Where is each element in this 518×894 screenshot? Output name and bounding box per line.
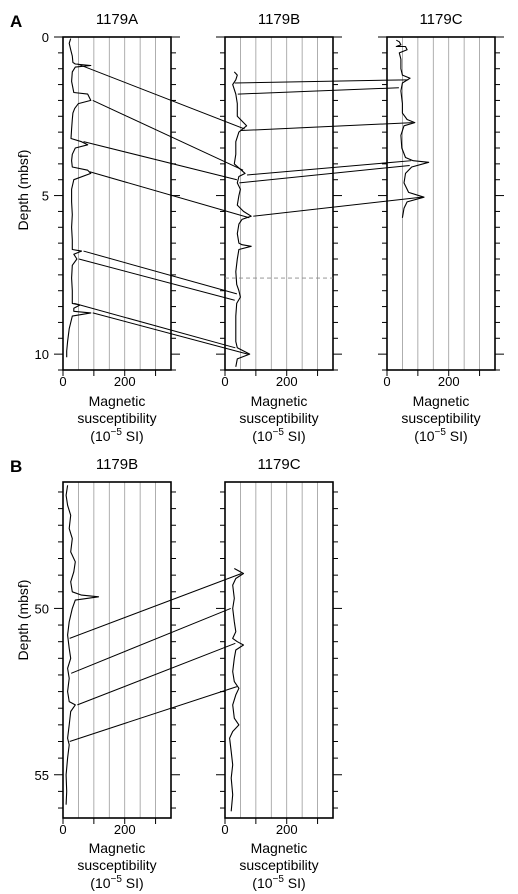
hole-title: 1179B: [258, 11, 300, 28]
tie-line: [77, 642, 236, 706]
y-tick-label: 10: [35, 347, 49, 362]
y-axis-label-b: Depth (mbsf): [15, 580, 31, 661]
tie-line: [78, 258, 235, 301]
tie-line: [70, 607, 231, 674]
tie-line: [240, 122, 413, 132]
unit-rest: SI): [122, 875, 144, 891]
unit-exponent: −5: [273, 874, 285, 885]
x-tick-label: 200: [276, 822, 298, 837]
panel-a: A Depth (mbsf) 0 2001179AMagneticsuscepti…: [10, 11, 504, 444]
unit-rest: SI): [122, 428, 144, 444]
tie-line: [83, 250, 238, 295]
x-axis-label-unit: (10−5 SI): [252, 874, 305, 891]
panel-label-b: B: [10, 457, 22, 476]
x-tick-label: 200: [276, 374, 298, 389]
tie-line: [239, 164, 410, 184]
hole-title: 1179B: [96, 456, 138, 473]
plot-frame: [62, 481, 172, 819]
x-axis-label-line2: susceptibility: [77, 857, 156, 873]
hole-title: 1179C: [257, 456, 300, 473]
unit-rest: SI): [284, 428, 306, 444]
x-axis-label-line1: Magnetic: [89, 840, 146, 856]
x-tick-label: 200: [114, 374, 136, 389]
unit-base: (10: [90, 428, 110, 444]
x-axis-label-unit: (10−5 SI): [252, 427, 305, 444]
unit-rest: SI): [284, 875, 306, 891]
x-axis-label-unit: (10−5 SI): [414, 427, 467, 444]
unit-exponent: −5: [111, 427, 123, 438]
hole-title: 1179C: [419, 11, 462, 28]
tie-line: [77, 63, 245, 130]
tie-line: [83, 141, 238, 181]
unit-base: (10: [252, 875, 272, 891]
x-tick-label: 0: [221, 374, 228, 389]
x-tick-label: 0: [59, 822, 66, 837]
tie-line: [253, 196, 423, 217]
series-line-1179B: [65, 485, 100, 805]
tie-line: [69, 686, 238, 742]
y-tick-label: 50: [35, 601, 49, 616]
x-tick-label: 200: [114, 822, 136, 837]
y-tick-label: 0: [42, 30, 49, 45]
plot-frame: [386, 36, 496, 371]
x-axis-label-line1: Magnetic: [89, 393, 146, 409]
series-line-1179C: [229, 568, 245, 812]
tie-line: [92, 99, 244, 171]
x-axis-label-unit: (10−5 SI): [90, 427, 143, 444]
unit-exponent: −5: [435, 427, 447, 438]
y-tick-label: 5: [42, 189, 49, 204]
x-tick-label: 0: [383, 374, 390, 389]
x-tick-label: 0: [221, 822, 228, 837]
x-axis-label-line2: susceptibility: [401, 410, 480, 426]
tie-line: [92, 312, 248, 355]
x-tick-label: 0: [59, 374, 66, 389]
hole-title: 1179A: [96, 11, 138, 28]
unit-base: (10: [252, 428, 272, 444]
panel-b: B Depth (mbsf) 0 2001179BMagneticsuscepti…: [10, 456, 342, 891]
x-axis-label-line1: Magnetic: [413, 393, 470, 409]
y-axis-label-a: Depth (mbsf): [15, 150, 31, 231]
x-axis-label-line2: susceptibility: [239, 857, 318, 873]
unit-rest: SI): [446, 428, 468, 444]
tie-line: [74, 302, 236, 349]
tie-line: [247, 160, 412, 176]
tie-line: [69, 573, 242, 639]
unit-base: (10: [90, 875, 110, 891]
x-tick-label: 200: [438, 374, 460, 389]
tie-line: [89, 171, 250, 219]
plot-frame: [62, 36, 172, 371]
series-line-1179B: [232, 71, 252, 367]
series-line-1179C: [395, 39, 430, 218]
unit-exponent: −5: [111, 874, 123, 885]
unit-exponent: −5: [273, 427, 285, 438]
x-axis-label-unit: (10−5 SI): [90, 874, 143, 891]
x-axis-label-line2: susceptibility: [77, 410, 156, 426]
plot-frame: [224, 481, 334, 819]
tie-line: [234, 79, 409, 84]
panel-label-a: A: [10, 12, 22, 31]
tie-line: [237, 87, 399, 95]
x-axis-label-line1: Magnetic: [251, 393, 308, 409]
x-axis-label-line1: Magnetic: [251, 840, 308, 856]
plot-frame: [224, 36, 334, 371]
x-axis-label-line2: susceptibility: [239, 410, 318, 426]
y-tick-label: 55: [35, 768, 49, 783]
unit-base: (10: [414, 428, 434, 444]
